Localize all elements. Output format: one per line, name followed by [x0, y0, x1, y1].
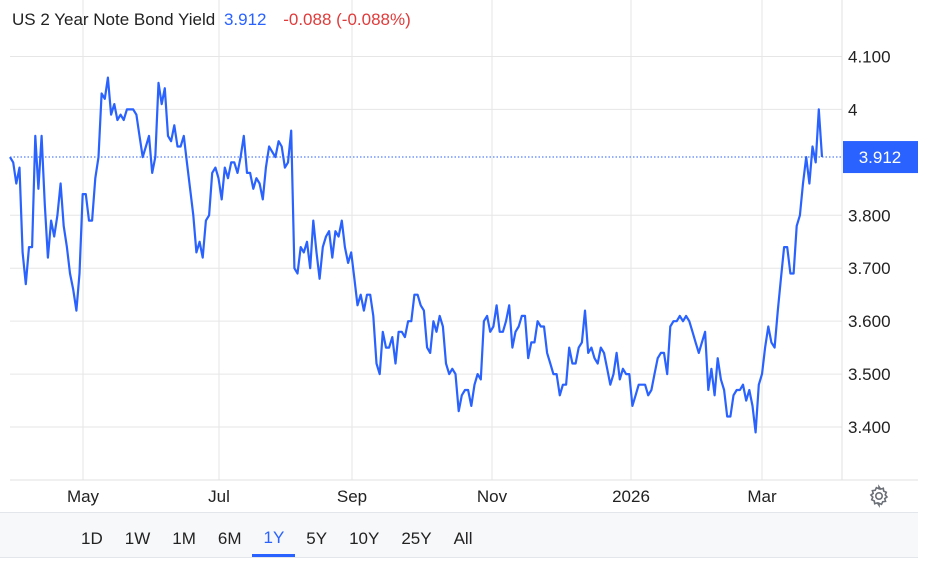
- range-tab-25y[interactable]: 25Y: [401, 529, 432, 548]
- chart-header: US 2 Year Note Bond Yield 3.912 -0.088 (…: [12, 10, 411, 30]
- x-tick-label: Jul: [208, 487, 230, 506]
- range-selector: 1D 1W 1M 6M 1Y 5Y 10Y 25Y All: [0, 512, 918, 558]
- y-tick-label: 3.400: [848, 418, 891, 437]
- range-tabs: 1D 1W 1M 6M 1Y 5Y 10Y 25Y All: [70, 513, 483, 557]
- range-tab-1m[interactable]: 1M: [172, 529, 196, 548]
- range-tab-6m[interactable]: 6M: [217, 529, 242, 548]
- chart-svg[interactable]: 4.100 4 3.800 3.700 3.600 3.500 3.400 May Jul Sep…: [0, 0, 926, 512]
- y-tick-label: 3.800: [848, 206, 891, 225]
- range-tab-1y[interactable]: 1Y: [252, 513, 296, 557]
- x-tick-label: May: [67, 487, 100, 506]
- gear-icon[interactable]: [867, 484, 891, 508]
- x-tick-label: Mar: [747, 487, 777, 506]
- chart-title: US 2 Year Note Bond Yield: [12, 10, 216, 29]
- x-tick-label: 2026: [612, 487, 650, 506]
- x-tick-label: Nov: [477, 487, 508, 506]
- x-tick-label: Sep: [337, 487, 367, 506]
- range-tab-5y[interactable]: 5Y: [306, 529, 328, 548]
- series-line[interactable]: [9, 76, 824, 434]
- y-tick-label: 3.600: [848, 312, 891, 331]
- y-tick-label: 3.700: [848, 259, 891, 278]
- last-value-label: 3.912: [859, 148, 902, 167]
- y-tick-label: 4.100: [848, 47, 891, 66]
- last-value-badge: [843, 141, 918, 174]
- price-change: -0.088 (-0.088%): [283, 10, 411, 29]
- range-tab-1d[interactable]: 1D: [81, 529, 103, 548]
- y-tick-label: 3.500: [848, 365, 891, 384]
- range-tab-1w[interactable]: 1W: [124, 529, 151, 548]
- range-tab-10y[interactable]: 10Y: [349, 529, 380, 548]
- y-tick-label: 4: [848, 100, 857, 119]
- range-tab-all[interactable]: All: [453, 529, 473, 548]
- yield-chart[interactable]: 4.100 4 3.800 3.700 3.600 3.500 3.400 May Jul Sep…: [0, 0, 926, 512]
- last-price: 3.912: [223, 10, 267, 29]
